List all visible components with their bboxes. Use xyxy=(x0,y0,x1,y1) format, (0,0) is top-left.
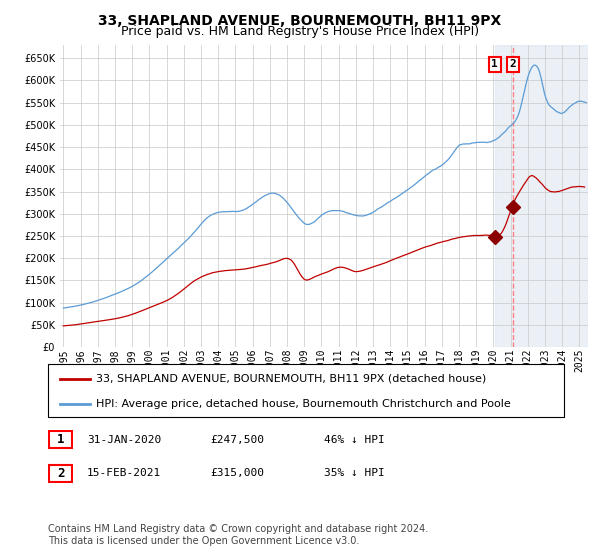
Text: HPI: Average price, detached house, Bournemouth Christchurch and Poole: HPI: Average price, detached house, Bour… xyxy=(96,399,511,409)
Text: 2: 2 xyxy=(509,59,516,69)
Text: 35% ↓ HPI: 35% ↓ HPI xyxy=(324,468,385,478)
Text: 33, SHAPLAND AVENUE, BOURNEMOUTH, BH11 9PX: 33, SHAPLAND AVENUE, BOURNEMOUTH, BH11 9… xyxy=(98,14,502,28)
Text: Contains HM Land Registry data © Crown copyright and database right 2024.
This d: Contains HM Land Registry data © Crown c… xyxy=(48,524,428,546)
Bar xyxy=(49,431,72,448)
Text: £315,000: £315,000 xyxy=(210,468,264,478)
Text: 2: 2 xyxy=(57,466,64,480)
Text: 31-JAN-2020: 31-JAN-2020 xyxy=(87,435,161,445)
Text: 1: 1 xyxy=(57,433,64,446)
Bar xyxy=(495,45,588,347)
Text: 15-FEB-2021: 15-FEB-2021 xyxy=(87,468,161,478)
Text: Price paid vs. HM Land Registry's House Price Index (HPI): Price paid vs. HM Land Registry's House … xyxy=(121,25,479,38)
Text: 1: 1 xyxy=(491,59,498,69)
Text: £247,500: £247,500 xyxy=(210,435,264,445)
Bar xyxy=(49,465,72,482)
Text: 33, SHAPLAND AVENUE, BOURNEMOUTH, BH11 9PX (detached house): 33, SHAPLAND AVENUE, BOURNEMOUTH, BH11 9… xyxy=(96,374,486,384)
Text: 46% ↓ HPI: 46% ↓ HPI xyxy=(324,435,385,445)
